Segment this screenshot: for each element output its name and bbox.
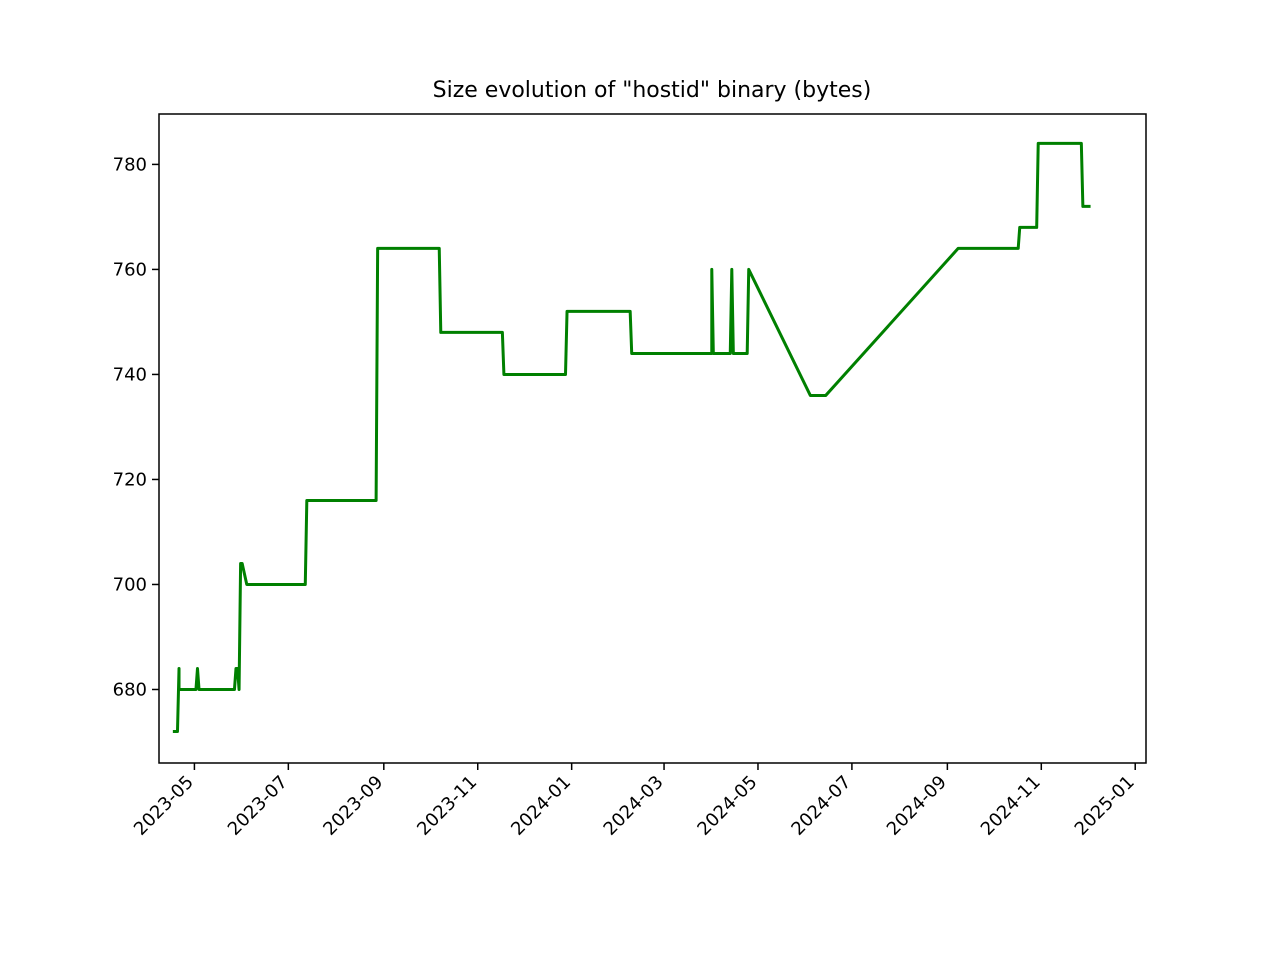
y-tick-label: 780 bbox=[113, 154, 147, 175]
x-tick-label: 2024-09 bbox=[883, 772, 951, 840]
x-tick-label: 2023-05 bbox=[130, 772, 198, 840]
series-line-0 bbox=[172, 141, 1091, 733]
x-axis: 2023-05 2023-07 2023-09 2023-11 2024-01 2024-… bbox=[130, 763, 1139, 840]
x-tick-label: 2024-05 bbox=[693, 772, 761, 840]
x-tick-label: 2024-11 bbox=[977, 772, 1045, 840]
x-tick-label: 2023-09 bbox=[319, 772, 387, 840]
x-tick-label: 2023-11 bbox=[413, 772, 481, 840]
y-tick-label: 700 bbox=[113, 574, 147, 595]
x-tick-label: 2025-01 bbox=[1071, 772, 1139, 840]
x-tick-label: 2024-01 bbox=[507, 772, 575, 840]
y-tick-label: 740 bbox=[113, 364, 147, 385]
plot-frame bbox=[158, 113, 1147, 764]
y-tick-label: 720 bbox=[113, 469, 147, 490]
x-tick-label: 2024-07 bbox=[787, 772, 855, 840]
y-tick-label: 760 bbox=[113, 259, 147, 280]
y-axis: 680 700 720 740 760 780 bbox=[113, 154, 159, 700]
plot-area bbox=[172, 141, 1091, 733]
x-tick-label: 2024-03 bbox=[600, 772, 668, 840]
chart-title: Size evolution of "hostid" binary (bytes… bbox=[433, 78, 872, 103]
x-tick-label: 2023-07 bbox=[224, 772, 292, 840]
y-tick-label: 680 bbox=[113, 679, 147, 700]
